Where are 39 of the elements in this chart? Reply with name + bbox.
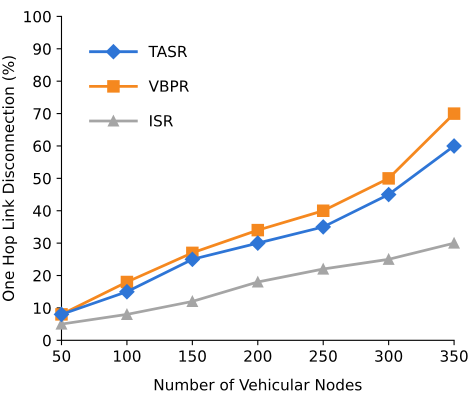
y-tick-label: 100 (24, 10, 51, 22)
x-tick-label: 150 (179, 350, 206, 362)
point (316, 219, 331, 235)
y-tick-label: 0 (43, 334, 51, 346)
point (119, 284, 134, 300)
point (316, 204, 330, 217)
x-tick-label: 250 (310, 350, 337, 362)
point (186, 296, 198, 307)
point (448, 107, 460, 120)
point (250, 236, 266, 251)
point (252, 224, 264, 236)
point (383, 254, 394, 265)
x-tick-label: 350 (440, 350, 468, 362)
legend-label: TASR (148, 46, 188, 58)
legend-label: VBPR (148, 80, 189, 92)
legend-label: ISR (150, 114, 173, 127)
y-tick-label: 60 (33, 140, 51, 152)
x-axis-title: Number of Vehicular Nodes (154, 378, 362, 391)
y-tick-label: 70 (34, 108, 51, 120)
x-tick-label: 300 (375, 350, 402, 362)
point (382, 172, 395, 185)
point (184, 252, 200, 267)
point (252, 276, 264, 288)
y-tick-label: 90 (33, 43, 51, 55)
point (318, 263, 329, 275)
x-tick-label: 200 (244, 350, 272, 362)
y-tick-label: 20 (33, 270, 51, 282)
y-tick-label: 10 (34, 302, 51, 314)
x-tick-label: 100 (114, 350, 140, 362)
y-tick-label: 40 (33, 205, 51, 217)
point (448, 238, 460, 249)
y-axis-title: One Hop Link Disconnection (%) (2, 56, 18, 301)
y-tick-label: 50 (34, 172, 51, 184)
point (381, 186, 396, 202)
point (446, 138, 462, 154)
y-tick-label: 80 (33, 76, 51, 88)
point (121, 308, 132, 320)
y-tick-label: 30 (33, 238, 51, 250)
x-tick-label: 50 (52, 350, 70, 362)
